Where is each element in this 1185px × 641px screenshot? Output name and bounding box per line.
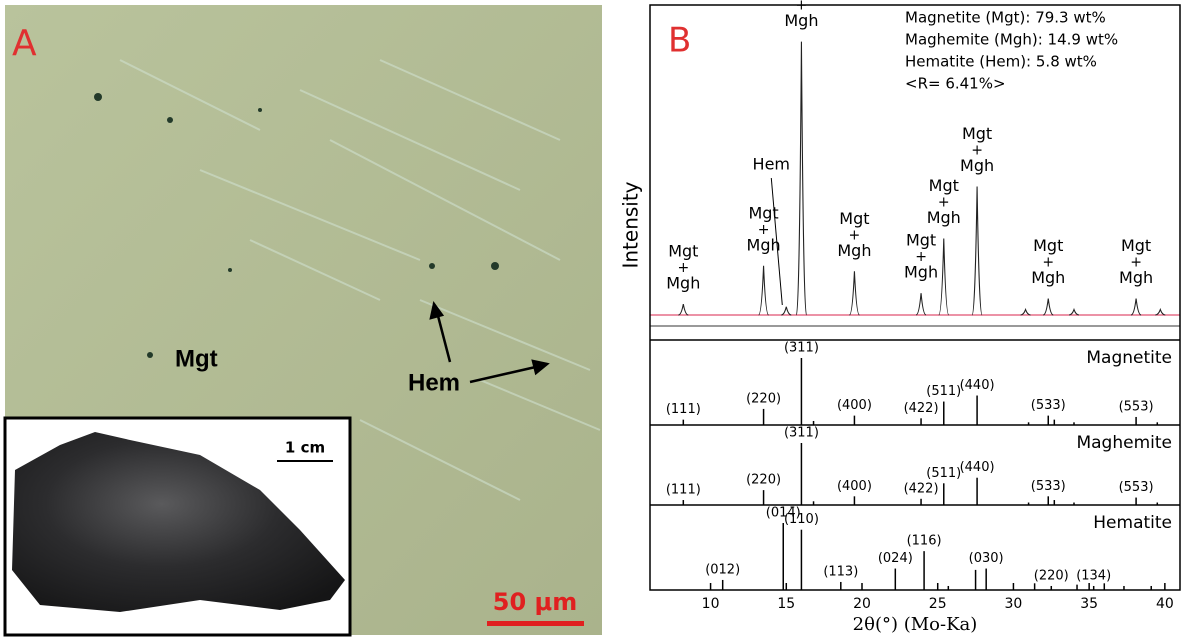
x-tick-label: 15 <box>777 596 795 612</box>
peak-label: Mgt <box>906 231 936 250</box>
peak <box>1131 299 1141 315</box>
peak-label: Mgh <box>960 156 994 175</box>
peak <box>678 304 688 315</box>
peak <box>1021 310 1031 315</box>
peak <box>1043 299 1053 315</box>
peak-label: Mgt <box>1121 236 1151 255</box>
panel-label: B <box>668 21 691 61</box>
hkl-label: (111) <box>666 483 701 498</box>
hkl-label: (220) <box>1034 568 1069 583</box>
peak <box>1069 310 1079 315</box>
peak-label: Mgh <box>747 235 781 254</box>
inset-scale-label: 1 cm <box>285 439 325 457</box>
hkl-label: (422) <box>904 481 939 496</box>
mineral-label: Mgt <box>175 345 218 372</box>
peak <box>796 42 806 315</box>
hkl-label: (511) <box>926 384 961 399</box>
hkl-label: (113) <box>823 564 858 579</box>
hkl-label: (511) <box>926 466 961 481</box>
hkl-label: (012) <box>705 562 740 577</box>
hkl-label: (422) <box>904 401 939 416</box>
peak-label: Mgt <box>1033 236 1063 255</box>
peak <box>781 307 791 315</box>
peak <box>916 293 926 315</box>
peak-label: Hem <box>753 155 790 174</box>
reference-name: Magnetite <box>1086 348 1172 368</box>
hkl-label: (134) <box>1076 568 1111 583</box>
hkl-label: (110) <box>784 512 819 527</box>
hkl-label: (400) <box>837 479 872 494</box>
scale-label: 50 μm <box>493 588 577 616</box>
peak-label: Mgh <box>784 11 818 30</box>
peak-label: Mgh <box>666 274 700 293</box>
composition: Magnetite (Mgt): 79.3 wt% <box>905 9 1106 27</box>
hkl-label: (311) <box>784 341 819 356</box>
peak <box>759 266 769 315</box>
x-tick-label: 20 <box>853 596 871 612</box>
hkl-label: (533) <box>1031 479 1066 494</box>
x-tick-label: 25 <box>929 596 947 612</box>
x-tick-label: 10 <box>702 596 720 612</box>
hem-label: Hem <box>408 369 460 396</box>
hkl-label: (220) <box>746 391 781 406</box>
composition: Maghemite (Mgh): 14.9 wt% <box>905 31 1118 49</box>
hkl-label: (116) <box>907 534 942 549</box>
peak-label: Mgh <box>904 263 938 282</box>
x-axis-label: 2θ(°) (Mo-Ka) <box>853 614 978 635</box>
reference-name: Maghemite <box>1076 433 1172 453</box>
peak-label: Mgh <box>927 208 961 227</box>
photo-panel: A Mgt Hem 1 cm 50 μm <box>5 5 602 635</box>
hkl-label: (220) <box>746 473 781 488</box>
composition: Hematite (Hem): 5.8 wt% <box>905 53 1097 71</box>
figure: A Mgt Hem 1 cm 50 μm B Intensity 2θ(°) (Mo… <box>0 0 1185 637</box>
peak-label: Mgt <box>929 176 959 195</box>
peak-label: Mgh <box>1119 268 1153 287</box>
plot-frame <box>650 5 1180 590</box>
hkl-label: (440) <box>960 378 995 393</box>
peak <box>939 238 949 315</box>
hkl-label: (111) <box>666 402 701 417</box>
composition: <R= 6.41%> <box>905 75 1006 93</box>
hkl-label: (440) <box>960 460 995 475</box>
hkl-label: (311) <box>784 426 819 441</box>
hkl-label: (030) <box>969 551 1004 566</box>
x-tick-label: 40 <box>1156 596 1174 612</box>
y-axis-label: Intensity <box>619 181 643 268</box>
hkl-label: (024) <box>878 551 913 566</box>
peak-label: Mgt <box>962 124 992 143</box>
peak <box>1155 310 1165 315</box>
x-tick-label: 35 <box>1080 596 1098 612</box>
peak-label: Mgh <box>837 241 871 260</box>
panel-label: A <box>12 23 37 64</box>
reference-name: Hematite <box>1093 513 1172 533</box>
hkl-label: (553) <box>1119 480 1154 495</box>
peak-label: Mgh <box>1031 268 1065 287</box>
peak-label: Mgt <box>668 242 698 261</box>
hkl-label: (400) <box>837 398 872 413</box>
peak-label: Mgt <box>839 209 869 228</box>
hkl-label: (553) <box>1119 399 1154 414</box>
hkl-label: (533) <box>1031 398 1066 413</box>
scale-bar <box>487 621 584 626</box>
peak <box>972 187 982 315</box>
peak <box>849 271 859 315</box>
x-tick-label: 30 <box>1005 596 1023 612</box>
